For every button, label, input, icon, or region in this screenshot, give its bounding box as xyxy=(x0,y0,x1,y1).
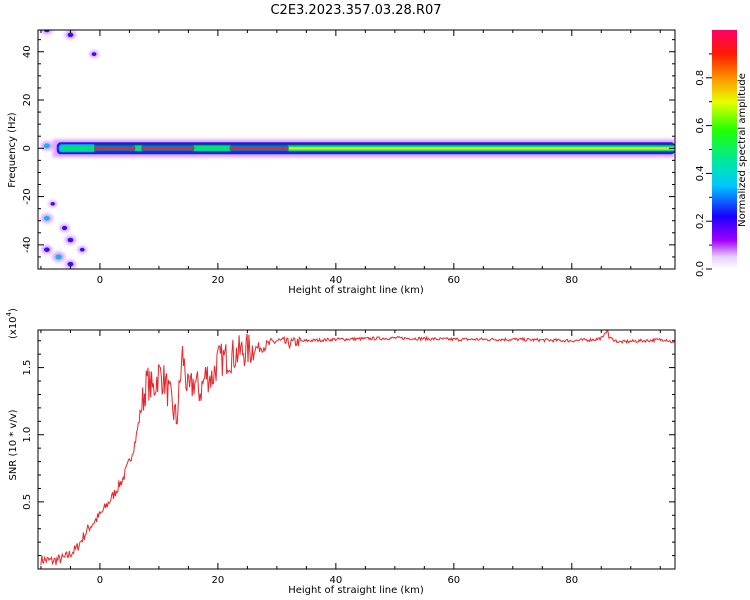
spectrogram-y-ticks: -40 -20 0 20 40 xyxy=(22,39,675,258)
spectral-blob xyxy=(67,261,74,267)
spectrogram-x-label: Height of straight line (km) xyxy=(288,285,424,296)
snr-y-tick-label: 1.0 xyxy=(22,427,33,443)
snr-panel: 0 20 40 60 80 0.5 1.0 1.5 Height of straight l… xyxy=(5,308,676,596)
band-peak-segment xyxy=(288,146,675,150)
spectral-blob xyxy=(79,247,85,252)
band-peak-segment xyxy=(141,146,195,150)
snr-multiplier: (x104) xyxy=(5,308,19,339)
spectral-blob xyxy=(61,225,68,231)
colorbar-tick-label: 0.8 xyxy=(695,70,706,86)
spectral-blob xyxy=(43,247,50,252)
snr-x-tick-label: 20 xyxy=(212,575,225,586)
colorbar: 0.0 0.2 0.4 0.6 0.8 Normalized spectral ampl… xyxy=(695,30,748,277)
colorbar-tick-label: 0.4 xyxy=(695,165,706,181)
spectrogram-y-tick-label: 20 xyxy=(22,94,33,107)
spectral-blob xyxy=(43,30,50,33)
spectrogram-x-tick-label: 40 xyxy=(329,275,342,286)
spectrogram-y-label: Frequency (Hz) xyxy=(7,112,18,188)
colorbar-ticks: 0.0 0.2 0.4 0.6 0.8 xyxy=(695,53,712,277)
spectral-blob xyxy=(43,215,50,221)
snr-x-ticks: 0 20 40 60 80 xyxy=(40,330,661,586)
snr-y-tick-label: 0.5 xyxy=(22,494,33,510)
band-peak-segment xyxy=(94,146,136,150)
spectral-blob xyxy=(43,143,50,149)
spectrogram-panel: 0 20 40 60 80 -40 -20 0 20 40 Height of straight… xyxy=(7,29,676,296)
snr-series-line xyxy=(40,330,675,566)
spectrogram-y-tick-label: -20 xyxy=(22,188,33,204)
snr-x-tick-label: 40 xyxy=(329,575,342,586)
spectrogram-y-tick-label: 0 xyxy=(22,145,33,151)
snr-x-tick-label: 60 xyxy=(447,575,460,586)
colorbar-tick-label: 0.6 xyxy=(695,118,706,134)
snr-x-label: Height of straight line (km) xyxy=(288,585,424,596)
snr-y-ticks: 0.5 1.0 1.5 xyxy=(22,340,675,557)
svg-text:(x104): (x104) xyxy=(5,308,19,339)
snr-multiplier-exponent: 4 xyxy=(5,311,13,316)
snr-multiplier-base: (x10 xyxy=(8,316,19,339)
band-peak-segment xyxy=(229,146,289,150)
spectrogram-content xyxy=(40,30,675,269)
colorbar-tick-label: 0.0 xyxy=(695,261,706,277)
snr-y-tick-label: 1.5 xyxy=(22,360,33,376)
spectrogram-x-tick-label: 60 xyxy=(447,275,460,286)
spectrogram-x-ticks: 0 20 40 60 80 xyxy=(40,30,661,286)
figure-title: C2E3.2023.357.03.28.R07 xyxy=(270,3,441,18)
spectrogram-frame xyxy=(37,29,676,270)
spectral-blob xyxy=(67,32,74,38)
spectral-blob xyxy=(50,202,55,206)
snr-x-tick-label: 0 xyxy=(97,575,103,586)
spectrogram-y-tick-label: -40 xyxy=(22,237,33,253)
colorbar-tick-label: 0.2 xyxy=(695,213,706,229)
colorbar-label: Normalized spectral amplitude xyxy=(737,73,748,227)
spectrogram-x-tick-label: 0 xyxy=(97,275,103,286)
spectral-blob xyxy=(67,237,74,243)
snr-x-tick-label: 80 xyxy=(565,575,578,586)
snr-frame xyxy=(37,329,676,570)
spectrogram-x-tick-label: 20 xyxy=(212,275,225,286)
spectrogram-x-tick-label: 80 xyxy=(565,275,578,286)
snr-multiplier-close: ) xyxy=(8,308,19,312)
snr-y-label: SNR (10 * v/v) xyxy=(8,409,19,480)
spectral-blob xyxy=(55,254,62,260)
spectrogram-y-tick-label: 40 xyxy=(22,45,33,58)
spectral-blob xyxy=(91,52,97,57)
colorbar-gradient xyxy=(712,30,737,269)
